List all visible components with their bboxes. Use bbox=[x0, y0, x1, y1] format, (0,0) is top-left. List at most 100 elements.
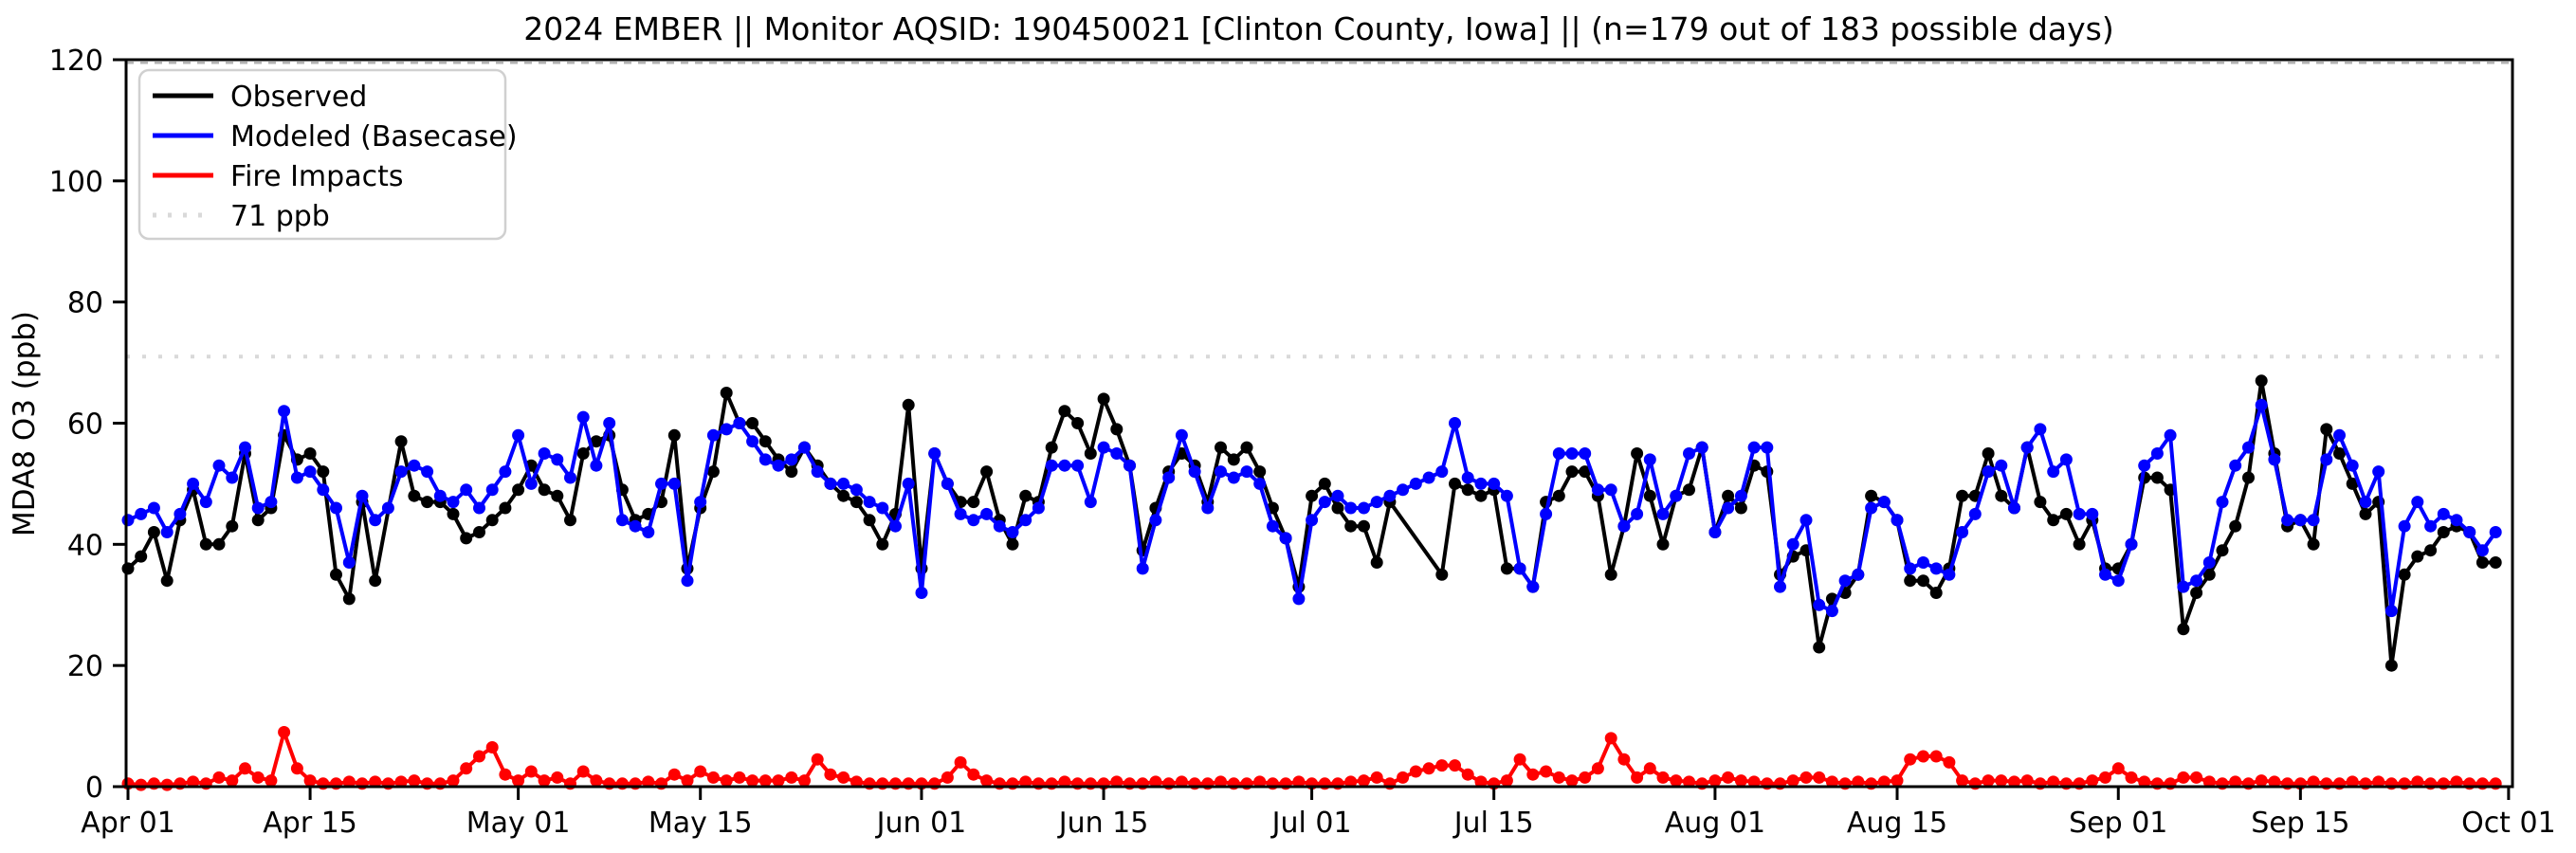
data-point bbox=[2242, 441, 2255, 454]
data-point bbox=[576, 765, 590, 778]
data-point bbox=[1058, 405, 1071, 418]
data-point bbox=[1761, 441, 1774, 454]
data-point bbox=[1474, 477, 1488, 490]
data-point bbox=[1995, 774, 2008, 788]
data-point bbox=[1513, 562, 1526, 575]
legend-label: Modeled (Basecase) bbox=[230, 120, 518, 154]
data-point bbox=[642, 775, 655, 789]
data-point bbox=[928, 447, 941, 460]
data-point bbox=[2202, 568, 2216, 581]
data-point bbox=[1813, 641, 1826, 654]
data-point bbox=[576, 447, 590, 460]
data-point bbox=[706, 465, 720, 479]
data-point bbox=[564, 471, 576, 484]
data-point bbox=[2476, 544, 2489, 557]
data-point bbox=[2073, 507, 2086, 520]
data-point bbox=[1045, 441, 1058, 454]
data-point bbox=[394, 435, 408, 448]
data-point bbox=[160, 526, 174, 538]
data-point bbox=[1370, 771, 1383, 784]
data-point bbox=[251, 514, 265, 527]
data-point bbox=[629, 519, 642, 533]
data-point bbox=[2346, 477, 2359, 490]
data-point bbox=[733, 771, 746, 784]
data-point bbox=[1435, 465, 1449, 479]
data-point bbox=[1982, 465, 1995, 479]
data-point bbox=[1722, 501, 1735, 515]
data-point bbox=[551, 489, 564, 502]
data-point bbox=[2047, 775, 2060, 789]
data-point bbox=[564, 514, 576, 527]
data-point bbox=[121, 514, 135, 527]
data-point bbox=[356, 489, 369, 502]
series-fire-impacts bbox=[121, 726, 2502, 791]
x-tick-label: Sep 01 bbox=[2069, 807, 2167, 840]
legend-label: 71 ppb bbox=[230, 200, 330, 233]
legend-label: Fire Impacts bbox=[230, 160, 403, 193]
data-point bbox=[551, 453, 564, 466]
data-point bbox=[1162, 471, 1176, 484]
data-point bbox=[1071, 459, 1085, 472]
data-point bbox=[655, 477, 667, 490]
data-point bbox=[2411, 496, 2424, 509]
data-point bbox=[1240, 465, 1253, 479]
y-tick-label: 120 bbox=[49, 45, 103, 78]
data-point bbox=[212, 537, 226, 551]
data-point bbox=[1397, 771, 1410, 784]
x-tick-label: Sep 15 bbox=[2251, 807, 2349, 840]
data-point bbox=[421, 496, 434, 509]
data-point bbox=[160, 778, 174, 791]
data-point bbox=[473, 526, 485, 538]
data-point bbox=[1461, 768, 1474, 781]
data-point bbox=[889, 519, 902, 533]
data-point bbox=[524, 765, 538, 778]
series-modeled-basecase- bbox=[121, 398, 2502, 618]
data-point bbox=[576, 410, 590, 424]
data-point bbox=[1526, 580, 1540, 593]
y-tick-label: 100 bbox=[49, 166, 103, 199]
data-point bbox=[199, 537, 212, 551]
data-point bbox=[1734, 489, 1747, 502]
data-point bbox=[2202, 775, 2216, 789]
data-point bbox=[2281, 514, 2294, 527]
data-point bbox=[408, 774, 421, 788]
data-point bbox=[1331, 489, 1344, 502]
data-point bbox=[694, 496, 707, 509]
data-point bbox=[278, 726, 291, 738]
data-point bbox=[1865, 501, 1878, 515]
data-point bbox=[1500, 562, 1513, 575]
data-point bbox=[1656, 537, 1670, 551]
data-point bbox=[2086, 507, 2099, 520]
data-point bbox=[1358, 519, 1370, 533]
data-point bbox=[239, 762, 251, 775]
data-point bbox=[290, 762, 303, 775]
data-point bbox=[1474, 775, 1488, 789]
data-point bbox=[1565, 774, 1579, 788]
data-point bbox=[226, 519, 239, 533]
data-point bbox=[1591, 483, 1604, 497]
data-point bbox=[1617, 753, 1631, 766]
data-point bbox=[1201, 501, 1215, 515]
data-point bbox=[1656, 771, 1670, 784]
data-point bbox=[1397, 483, 1410, 497]
data-point bbox=[2008, 501, 2020, 515]
data-point bbox=[2450, 775, 2463, 789]
data-point bbox=[2020, 441, 2034, 454]
data-point bbox=[2255, 374, 2268, 388]
data-point bbox=[941, 477, 954, 490]
data-point bbox=[278, 405, 291, 418]
data-point bbox=[2034, 423, 2047, 436]
y-tick-label: 40 bbox=[67, 529, 103, 562]
data-point bbox=[2229, 775, 2242, 789]
data-point bbox=[694, 765, 707, 778]
data-point bbox=[1734, 501, 1747, 515]
data-point bbox=[2059, 507, 2073, 520]
data-point bbox=[1266, 519, 1279, 533]
x-tick-label: Oct 01 bbox=[2461, 807, 2556, 840]
data-point bbox=[2190, 574, 2203, 588]
data-point bbox=[2372, 465, 2385, 479]
data-point bbox=[1331, 501, 1344, 515]
data-point bbox=[473, 750, 485, 763]
data-point bbox=[1552, 771, 1565, 784]
data-point bbox=[2489, 556, 2502, 569]
